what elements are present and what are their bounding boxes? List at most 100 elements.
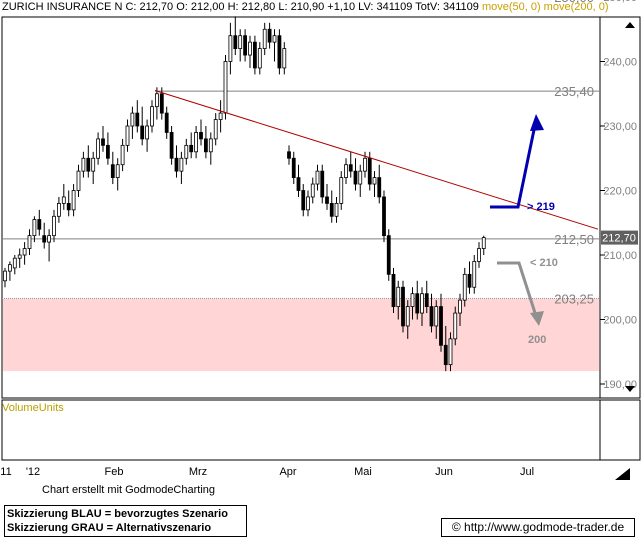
blue-arrowhead [530,114,544,131]
y-tick-label: 230,00 [603,121,637,133]
candle-body [344,164,348,178]
volume-axis-frame [599,399,641,461]
y-tick-label: 240,00 [603,57,637,69]
candle-body [76,170,81,191]
candle-body [401,286,405,327]
candle-body [348,164,353,172]
candle-body [135,112,140,127]
candle-body [106,144,110,159]
candle-body [282,48,287,69]
trendline [154,90,599,230]
candle-body [145,125,150,140]
candle-body [71,190,76,211]
candle-body [32,219,37,237]
y-tick-label: 200,00 [603,315,637,327]
y-tick-label: 250,00 [603,0,637,4]
chart-credit: Chart erstellt mit GodmodeCharting [42,484,216,496]
candle-body [434,306,439,327]
candle-body [17,254,22,259]
candle-body [203,138,208,153]
level-label: 203,25 [554,292,594,307]
candle-body [272,35,277,43]
candle-body [101,138,105,146]
candle-body [66,202,71,211]
candle-body [306,196,310,211]
chart-header: ZURICH INSURANCE N C: 212,70 O: 212,00 H… [2,1,609,13]
candle-body [248,41,252,56]
candle-body [218,112,223,120]
candle-body [429,306,434,327]
candle-body [81,157,86,172]
candle-body [115,164,120,178]
candle-body [329,202,334,217]
quote-values: C: 212,70 O: 212,00 H: 212,80 L: 210,90 … [125,1,479,13]
candle-body [243,35,248,56]
x-tick-label: Mai [354,466,372,478]
candle-body [448,338,453,366]
y-tick-label: 220,00 [603,186,637,198]
x-tick-label: Apr [279,466,296,478]
x-tick-label: Jun [435,466,453,478]
candle-body [467,273,472,288]
candle-body [96,138,100,159]
candle-body [420,293,424,314]
candle-body [377,177,382,198]
candle-body [57,202,61,217]
candle-body [3,270,7,282]
candle-body [405,306,410,327]
candle-body [252,41,257,69]
candle-body [194,132,199,153]
x-tick-label: Jul [520,466,534,478]
candle-body [396,286,401,308]
candle-body [391,273,396,308]
candle-body [233,35,238,50]
candle-body [110,164,115,178]
candle-body [367,157,372,185]
last-price-label: 212,70 [602,233,636,245]
candle-body [372,177,377,185]
x-tick-label: Mrz [189,466,207,478]
candle-body [315,170,320,185]
price-axis-frame [599,16,641,399]
candle-body [164,112,169,133]
blue-scenario-arrow [490,124,537,209]
candle-body [228,35,233,62]
candle-body [7,264,12,272]
grey-scenario-arrow [497,261,538,317]
candle-body [150,106,154,127]
candle-body [179,157,184,172]
candle-body [37,219,42,230]
candle-body [415,293,420,314]
candle-body [130,112,135,127]
candle-body [125,125,130,146]
candle-body [22,248,27,256]
legend-blue: Skizzierung BLAU = bevorzugtes Szenario [7,508,228,520]
candle-body [439,306,443,346]
candle-body [140,125,145,140]
y-tick-label: 210,00 [603,250,637,262]
candle-body [91,157,96,172]
candle-body [339,177,344,204]
candle-body [174,157,179,172]
scenario-label-210: < 210 [530,257,558,269]
candle-body [325,196,329,204]
last-price-box [601,230,638,245]
candle-body [159,93,164,114]
scenario-label-219: > 219 [527,201,555,213]
candle-body [61,196,66,204]
level-label: 212,50 [554,232,594,247]
candle-body [42,235,47,243]
website-link[interactable]: © http://www.godmode-trader.de [441,518,635,537]
candle-body [443,344,448,366]
candle-body [287,151,291,159]
volume-frame [1,399,601,461]
candle-body [472,261,477,288]
candle-body [481,237,486,249]
candle-body [477,248,481,262]
candle-body [208,138,213,153]
candle-body [382,196,386,237]
candle-body [238,35,243,50]
candle-body [458,299,462,314]
support-zone [3,298,599,372]
